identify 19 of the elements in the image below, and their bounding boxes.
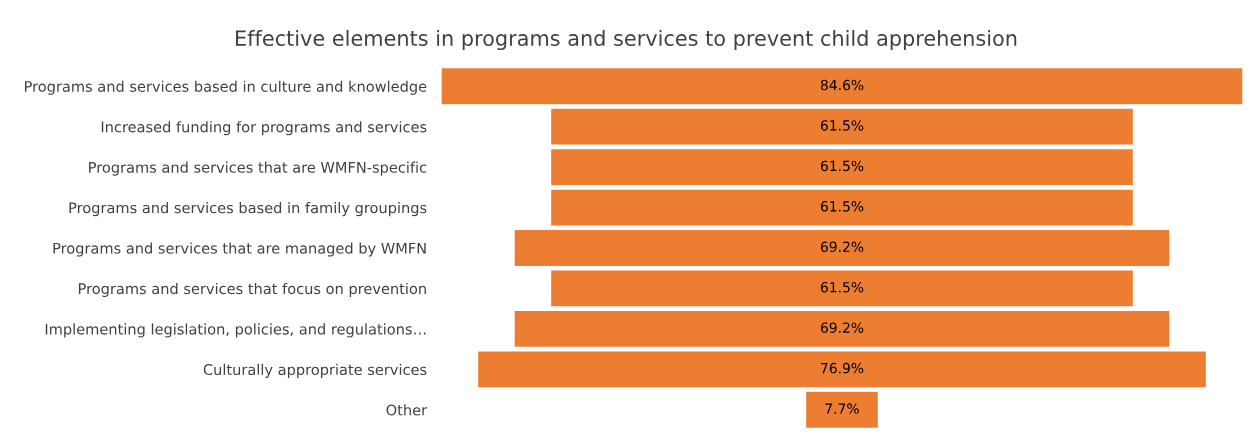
data-label: 69.2% xyxy=(820,322,864,333)
category-label: Increased funding for programs and services xyxy=(101,121,427,136)
category-label: Programs and services based in culture and knowledge xyxy=(24,80,427,95)
data-label: 69.2% xyxy=(820,241,864,253)
data-label: 61.5% xyxy=(820,281,864,293)
data-label: 7.7% xyxy=(825,403,859,414)
data-label: 76.9% xyxy=(821,362,864,374)
data-label: 61.5% xyxy=(820,120,864,131)
text: Effective elements in programs and services to prevent child apprehension xyxy=(236,29,1017,51)
data-label: 61.5% xyxy=(820,160,864,172)
category-label: Programs and services that are managed by WMFN xyxy=(53,242,426,257)
category-label: Culturally appropriate services xyxy=(203,363,427,378)
category-label: Other xyxy=(386,404,428,416)
category-label: Programs and services that focus on prevention xyxy=(78,282,426,298)
data-label: 61.5% xyxy=(820,201,864,212)
data-label: 84.6% xyxy=(820,79,864,91)
category-label: Implementing legislation, policies, and regulations… xyxy=(45,323,426,338)
category-label: Programs and services that are WMFN-specific xyxy=(89,161,427,176)
category-label: Programs and services based in family groupings xyxy=(69,202,427,217)
